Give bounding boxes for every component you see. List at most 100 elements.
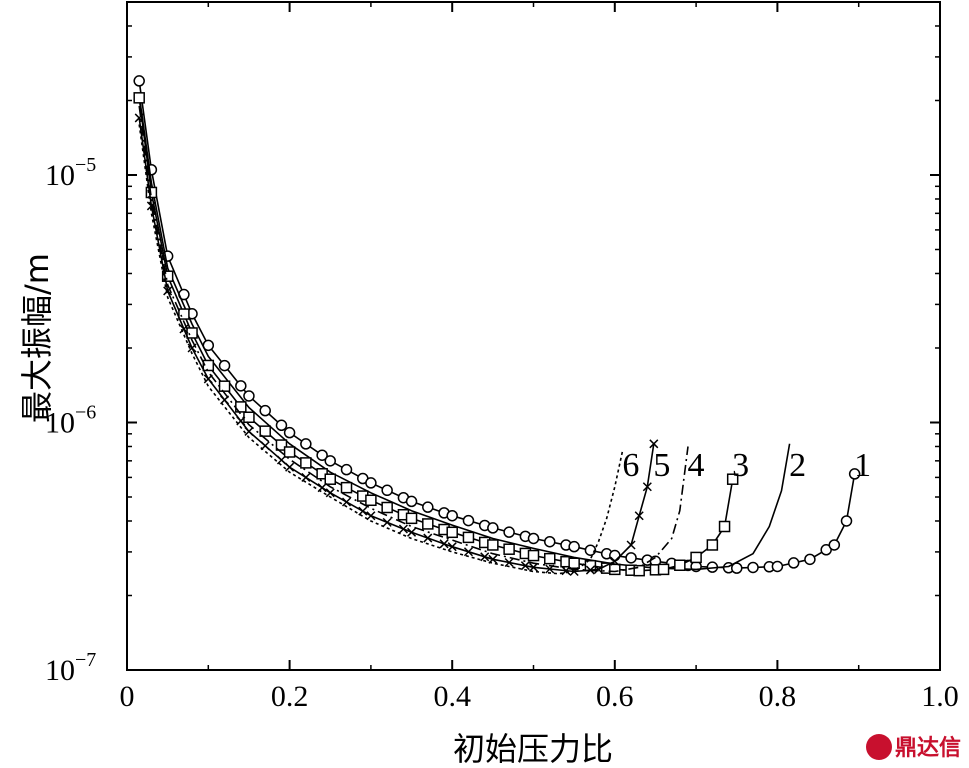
- data-point: [187, 343, 197, 353]
- data-point: [203, 374, 213, 384]
- data-point: [283, 426, 296, 439]
- data-point: [447, 542, 457, 552]
- series-line: [138, 124, 624, 575]
- data-point: [568, 557, 580, 569]
- data-point: [585, 565, 595, 575]
- data-point: [134, 113, 144, 123]
- data-point: [218, 380, 231, 392]
- data-point: [163, 286, 173, 296]
- data-point: [609, 549, 621, 562]
- axes: [126, 1, 941, 671]
- data-point: [405, 495, 418, 508]
- data-point: [610, 556, 620, 566]
- data-point: [276, 455, 287, 465]
- series-2: [138, 95, 791, 571]
- data-point: [544, 535, 556, 548]
- series-3: [133, 92, 739, 577]
- data-point: [243, 411, 255, 424]
- data-point: [503, 543, 515, 555]
- data-point: [244, 426, 254, 436]
- data-point: [487, 539, 499, 551]
- data-point: [324, 473, 336, 485]
- data-point: [145, 186, 158, 199]
- data-point: [504, 557, 514, 568]
- data-point: [463, 547, 473, 557]
- data-point: [718, 520, 731, 533]
- data-point: [366, 511, 376, 521]
- data-point: [439, 539, 449, 549]
- data-point: [243, 390, 255, 402]
- data-point: [259, 425, 271, 437]
- x-tick-label: 0.6: [596, 680, 634, 713]
- watermark-text: 鼎达信: [895, 735, 961, 761]
- data-point: [626, 540, 636, 550]
- data-point: [503, 526, 515, 538]
- data-point: [690, 551, 702, 564]
- data-point: [186, 327, 198, 339]
- data-point: [487, 522, 499, 534]
- data-point: [527, 532, 540, 545]
- series-1: [133, 75, 861, 574]
- data-point: [133, 92, 145, 104]
- y-axis-title: 最大振幅/m: [18, 253, 56, 423]
- data-point: [398, 524, 408, 534]
- data-point: [407, 527, 417, 537]
- data-point: [161, 270, 174, 282]
- x-tick-label: 0: [120, 680, 135, 713]
- data-point: [325, 488, 335, 498]
- data-point: [301, 472, 311, 482]
- series-label-6: 6: [622, 447, 639, 484]
- data-point: [340, 481, 353, 494]
- data-point: [300, 438, 312, 450]
- data-point: [235, 380, 247, 392]
- series-label-4: 4: [687, 447, 704, 484]
- plot-frame: [126, 1, 941, 671]
- data-point: [520, 561, 530, 571]
- data-point: [179, 324, 189, 334]
- data-point: [771, 560, 784, 573]
- data-point: [381, 501, 393, 514]
- data-point: [340, 463, 353, 476]
- series-label-1: 1: [854, 447, 871, 484]
- data-point: [840, 515, 853, 527]
- data-point: [568, 540, 580, 553]
- y-tick-label: 10−7: [45, 649, 96, 687]
- data-point: [178, 308, 190, 320]
- data-point: [787, 557, 800, 569]
- data-point: [316, 449, 328, 461]
- data-point: [561, 566, 571, 576]
- series-6: [138, 124, 624, 575]
- series-label-2: 2: [789, 447, 806, 484]
- data-point: [133, 75, 145, 87]
- data-point: [422, 518, 434, 530]
- data-point: [146, 201, 156, 211]
- data-point: [218, 359, 231, 372]
- watermark: 鼎达信: [866, 734, 961, 761]
- data-point: [625, 552, 637, 564]
- y-tick-label: 10−5: [45, 154, 96, 192]
- data-point: [527, 549, 540, 562]
- data-point: [528, 562, 539, 572]
- series-5: [134, 113, 659, 577]
- data-point: [634, 511, 644, 521]
- series-line: [138, 80, 856, 569]
- data-point: [706, 539, 719, 551]
- x-axis-title: 初始压力比: [453, 730, 613, 768]
- data-point: [828, 539, 841, 551]
- data-point: [544, 552, 556, 565]
- data-point: [341, 497, 352, 507]
- x-tick-label: 0.8: [759, 680, 797, 713]
- data-point: [609, 563, 621, 576]
- x-tick-label: 1.0: [921, 680, 959, 713]
- y-tick-label: 10−6: [45, 401, 96, 439]
- data-point: [446, 509, 458, 522]
- data-point: [584, 544, 597, 556]
- data-point: [259, 404, 271, 417]
- data-point: [633, 564, 645, 577]
- data-point: [365, 494, 377, 507]
- data-point: [446, 526, 458, 539]
- data-point: [382, 517, 392, 527]
- data-point: [462, 514, 475, 527]
